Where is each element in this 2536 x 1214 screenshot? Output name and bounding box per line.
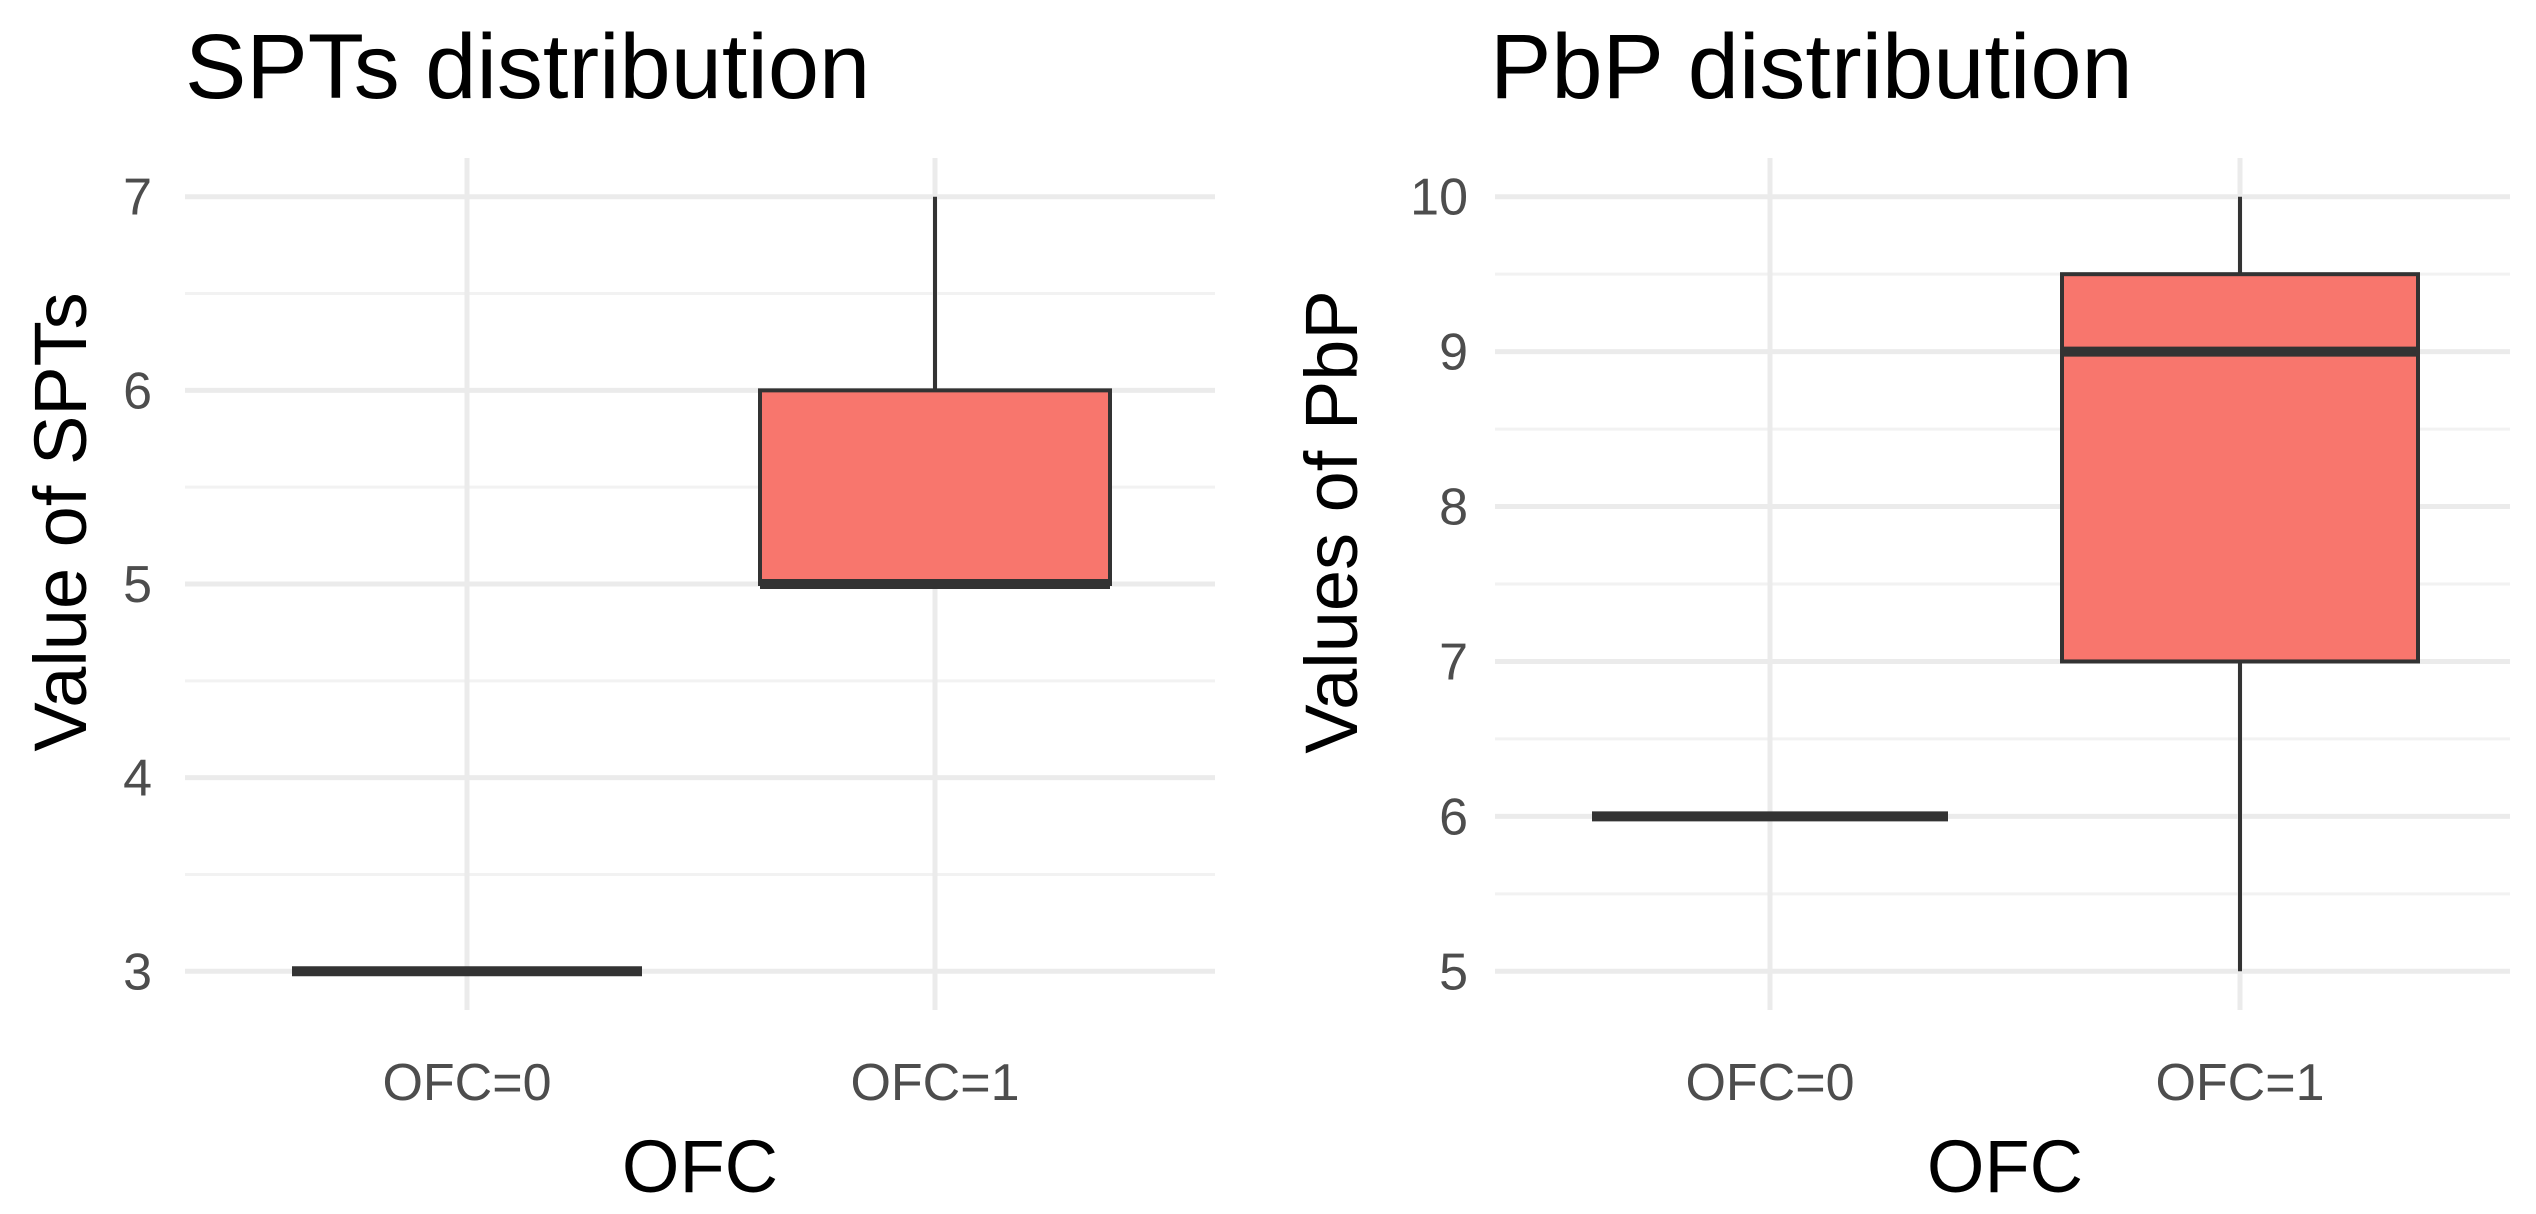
y-tick-label: 8 [1439,479,1468,537]
y-tick-label: 5 [123,556,152,614]
boxplot-ofc-1 [2060,196,2420,972]
chart-spts: SPTs distribution 3 4 5 6 7 OFC=0 OFC=1 OFC Va… [19,16,1215,1208]
plot-area: 3 4 5 6 7 OFC=0 OFC=1 [123,158,1215,1112]
y-tick-label: 4 [123,750,152,808]
chart-pbp: PbP distribution 5 6 7 8 9 10 OFC=0 OFC=1 OFC V… [1290,16,2510,1208]
y-tick-label: 10 [1410,169,1468,227]
y-tick-label: 3 [123,943,152,1001]
y-tick-label: 7 [1439,633,1468,691]
y-axis-label: Values of PbP [1290,290,1373,753]
x-tick-label: OFC=0 [1685,1054,1854,1112]
box [758,388,1112,587]
box [2060,272,2420,664]
x-axis-label: OFC [622,1125,778,1208]
x-tick-label: OFC=1 [2155,1054,2324,1112]
y-tick-label: 6 [1439,788,1468,846]
boxplot-ofc-1 [758,196,1112,589]
plot-area: 5 6 7 8 9 10 OFC=0 OFC=1 [1410,158,2510,1112]
x-tick-label: OFC=1 [850,1054,1019,1112]
y-tick-label: 7 [123,169,152,227]
y-tick-label: 6 [123,362,152,420]
y-axis-label: Value of SPTs [19,292,102,751]
chart-title: SPTs distribution [185,16,870,118]
chart-title: PbP distribution [1490,16,2133,118]
y-tick-label: 9 [1439,324,1468,382]
y-tick-label: 5 [1439,943,1468,1001]
x-tick-label: OFC=0 [382,1054,551,1112]
x-axis-label: OFC [1927,1125,2083,1208]
